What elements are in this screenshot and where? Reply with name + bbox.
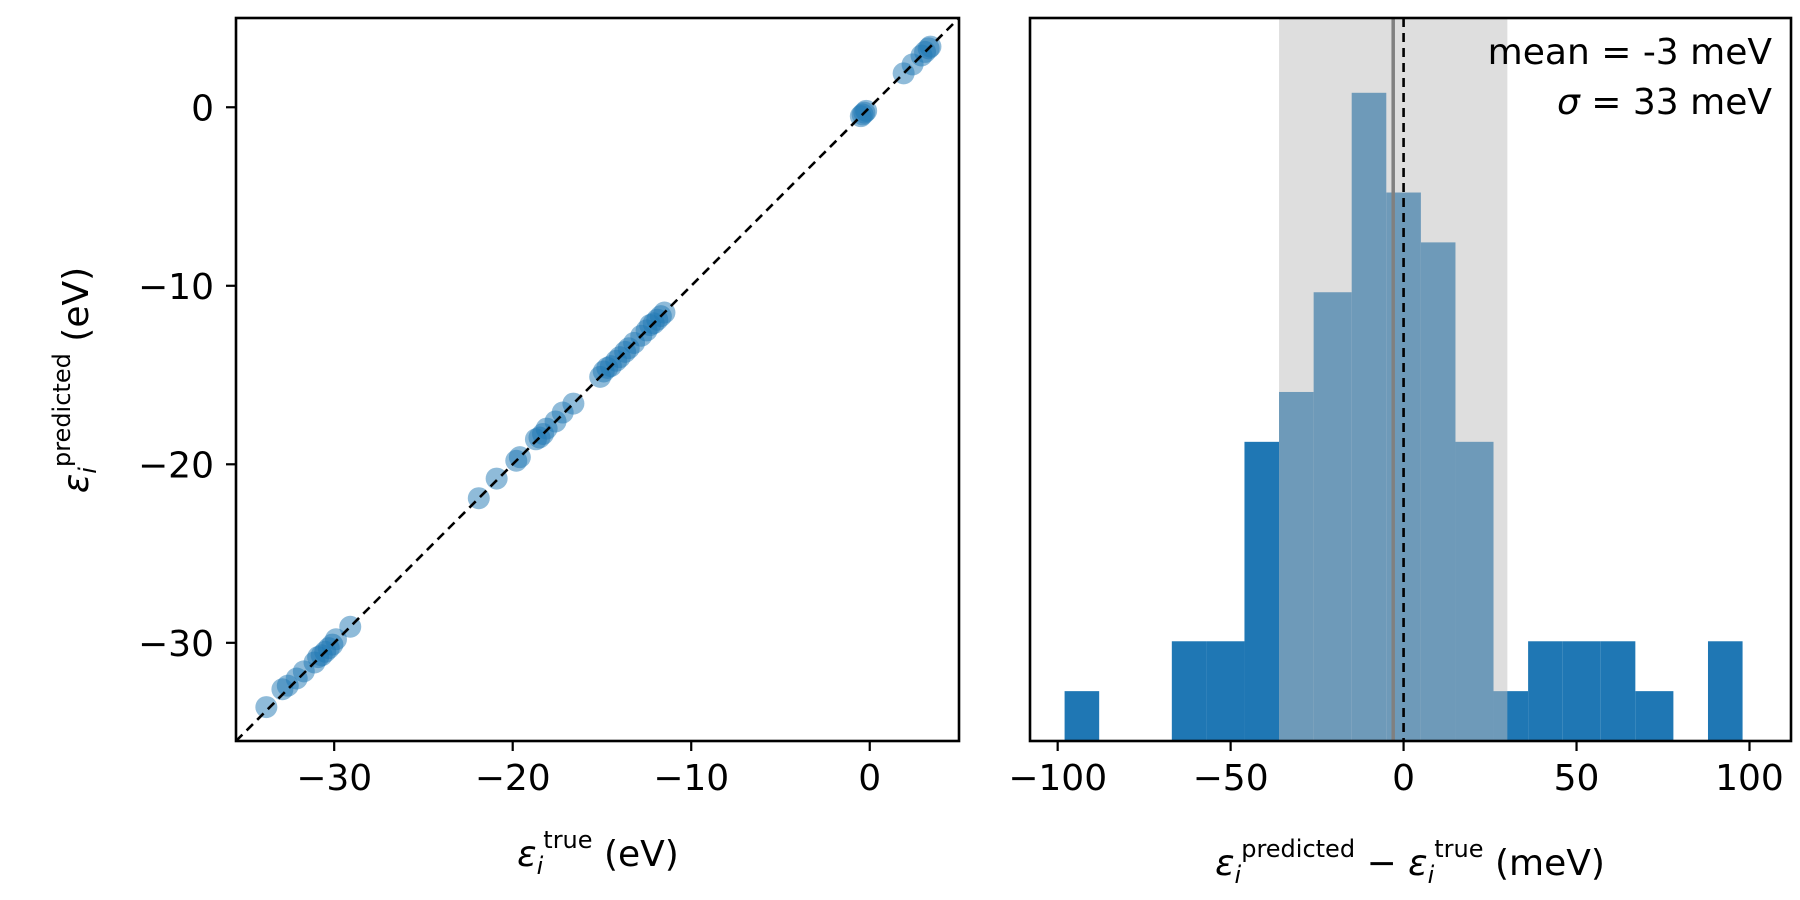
histogram-bar: [1635, 691, 1674, 741]
histogram-x-axis-label: εipredicted − εitrue (meV): [1215, 835, 1605, 889]
histogram-bar: [1562, 641, 1601, 741]
x-tick-label: −100: [1008, 758, 1107, 799]
histogram-bar: [1600, 641, 1636, 741]
x-tick-label: 0: [1392, 758, 1415, 799]
scatter-y-axis-label: εipredicted (eV): [48, 267, 102, 493]
histogram-bar: [1206, 641, 1245, 741]
histogram-bar: [1707, 641, 1743, 741]
x-tick-label: 100: [1715, 758, 1784, 799]
identity-reference-line: [235, 17, 960, 742]
x-tick-label: −50: [1193, 758, 1269, 799]
x-tick-label: −20: [475, 758, 551, 799]
histogram-bar: [1244, 441, 1280, 741]
x-tick-label: −10: [653, 758, 729, 799]
scatter-point: [255, 696, 278, 719]
histogram-panel: −100 −50 0 50 100 mean = -3 meV σ = 33 meV ε…: [1008, 16, 1793, 889]
histogram-bar: [1528, 641, 1563, 741]
x-tick-label: 0: [858, 758, 881, 799]
y-tick-label: 0: [191, 88, 214, 129]
scatter-panel: −30 −20 −10 0 0 −10 −20 −30 εitrue (eV) εipred…: [48, 16, 961, 880]
y-tick-label: −10: [138, 267, 214, 308]
x-tick-label: −30: [296, 758, 372, 799]
stats-annotation-std: σ = 33 meV: [1557, 82, 1772, 123]
y-tick-label: −20: [138, 445, 214, 486]
histogram-axes-frame: [1028, 16, 1793, 743]
histogram-bar: [1171, 641, 1207, 741]
scatter-x-ticks: −30 −20 −10 0: [296, 741, 881, 799]
x-tick-label: 50: [1554, 758, 1600, 799]
histogram-bar: [1064, 691, 1100, 741]
histogram-x-ticks: −100 −50 0 50 100: [1008, 741, 1784, 799]
stats-annotation-mean: mean = -3 meV: [1488, 32, 1773, 73]
y-tick-label: −30: [138, 624, 214, 665]
scatter-x-axis-label: εitrue (eV): [517, 826, 679, 880]
scatter-axes-frame: [234, 16, 961, 743]
scatter-y-ticks: 0 −10 −20 −30: [138, 88, 236, 665]
